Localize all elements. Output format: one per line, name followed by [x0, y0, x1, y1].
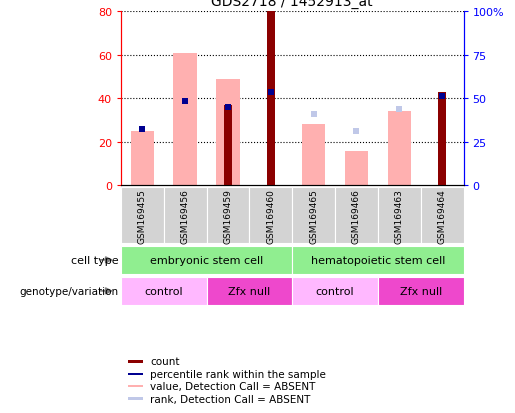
Text: Zfx null: Zfx null — [400, 286, 442, 296]
Bar — [293, 246, 464, 274]
Text: GSM169460: GSM169460 — [266, 188, 276, 243]
Bar — [128, 361, 143, 363]
Text: rank, Detection Call = ABSENT: rank, Detection Call = ABSENT — [150, 394, 311, 404]
Bar — [293, 277, 378, 305]
Bar — [128, 373, 143, 375]
Bar — [174, 54, 197, 186]
Text: GSM169459: GSM169459 — [224, 188, 233, 243]
Bar — [302, 125, 325, 186]
Bar — [378, 188, 421, 244]
Bar — [164, 188, 207, 244]
Bar — [421, 188, 464, 244]
Text: GSM169465: GSM169465 — [309, 188, 318, 243]
Bar — [121, 188, 164, 244]
Bar — [128, 385, 143, 387]
Bar — [378, 277, 464, 305]
Bar — [216, 80, 240, 186]
Text: hematopoietic stem cell: hematopoietic stem cell — [311, 255, 445, 265]
Bar — [345, 151, 368, 186]
Text: Zfx null: Zfx null — [228, 286, 270, 296]
Text: genotype/variation: genotype/variation — [20, 286, 118, 296]
Title: GDS2718 / 1452913_at: GDS2718 / 1452913_at — [212, 0, 373, 9]
Bar — [438, 93, 446, 186]
Text: embryonic stem cell: embryonic stem cell — [150, 255, 263, 265]
Text: cell type: cell type — [71, 255, 118, 265]
Text: GSM169456: GSM169456 — [181, 188, 190, 243]
Text: GSM169464: GSM169464 — [438, 188, 447, 243]
Bar — [207, 277, 293, 305]
Bar — [335, 188, 378, 244]
Bar — [131, 132, 154, 186]
Bar — [387, 112, 411, 186]
Bar — [267, 12, 274, 186]
Text: GSM169455: GSM169455 — [138, 188, 147, 243]
Text: control: control — [316, 286, 354, 296]
Text: GSM169463: GSM169463 — [395, 188, 404, 243]
Bar — [121, 277, 207, 305]
Bar — [207, 188, 249, 244]
Bar — [128, 397, 143, 400]
Bar — [249, 188, 293, 244]
Text: percentile rank within the sample: percentile rank within the sample — [150, 369, 326, 379]
Text: count: count — [150, 357, 180, 367]
Text: value, Detection Call = ABSENT: value, Detection Call = ABSENT — [150, 381, 316, 391]
Bar — [224, 106, 232, 186]
Text: GSM169466: GSM169466 — [352, 188, 361, 243]
Bar — [121, 246, 293, 274]
Text: control: control — [145, 286, 183, 296]
Bar — [293, 188, 335, 244]
